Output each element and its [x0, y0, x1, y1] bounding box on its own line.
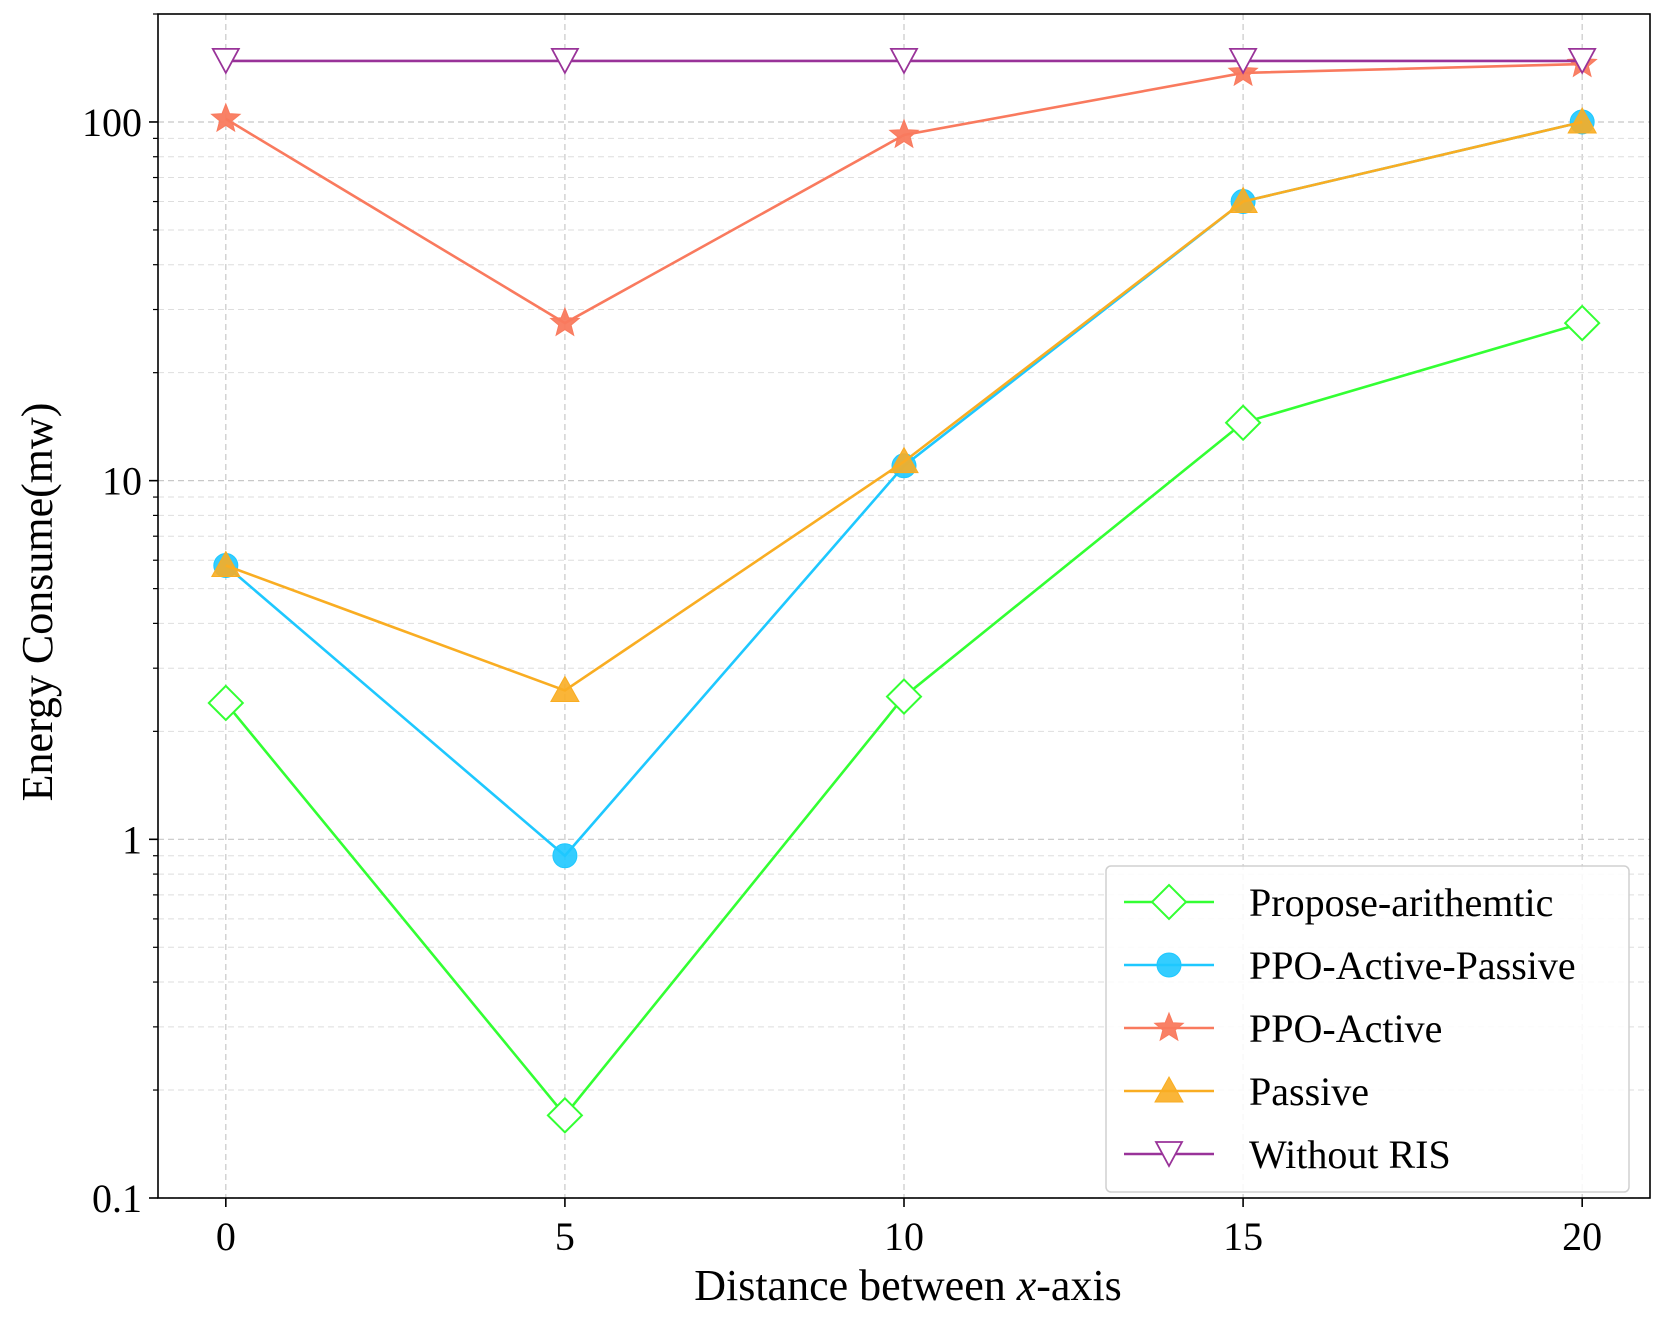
data-point — [1228, 186, 1258, 214]
data-point — [888, 118, 920, 149]
x-tick-label: 20 — [1562, 1214, 1602, 1259]
x-tick-label: 15 — [1223, 1214, 1263, 1259]
data-point — [211, 48, 241, 75]
legend-item: PPO-Active-Passive — [1124, 943, 1576, 988]
data-point — [210, 102, 242, 133]
axis-ticks: 0 5 10 15 20 0.1 1 10 100 — [82, 13, 1602, 1259]
legend-marker — [1156, 952, 1182, 978]
series-group — [207, 47, 1601, 1134]
legend-item: Without RIS — [1124, 1132, 1451, 1177]
grid — [158, 13, 1650, 1199]
series-propose-arithemtic — [207, 304, 1601, 1134]
x-tick-label: 5 — [555, 1214, 575, 1259]
legend-item: Passive — [1124, 1069, 1369, 1114]
data-point — [549, 306, 581, 337]
y-tick-label: 1 — [122, 817, 142, 862]
legend-label: PPO-Active-Passive — [1249, 943, 1576, 988]
legend: Propose-arithemtic PPO-Active-Passive PPO-… — [1105, 865, 1630, 1193]
legend-marker — [1154, 1141, 1184, 1168]
legend-item: Propose-arithemtic — [1124, 880, 1553, 925]
legend-box — [1105, 865, 1630, 1193]
legend-marker — [1150, 883, 1188, 921]
data-point — [885, 678, 923, 716]
y-tick-label: 0.1 — [92, 1176, 142, 1221]
legend-item: PPO-Active — [1124, 1006, 1442, 1051]
data-point — [1224, 404, 1262, 442]
data-point — [550, 48, 580, 75]
data-point — [1567, 106, 1598, 134]
data-point — [550, 675, 580, 702]
legend-marker — [1154, 1075, 1184, 1103]
data-point — [552, 843, 578, 869]
x-tick-label: 0 — [216, 1214, 236, 1259]
legend-label: Propose-arithemtic — [1249, 880, 1553, 925]
data-point — [1228, 48, 1258, 75]
data-point — [1563, 304, 1601, 342]
data-point — [1567, 48, 1597, 75]
data-point — [210, 550, 241, 578]
legend-label: PPO-Active — [1249, 1006, 1442, 1051]
x-axis-label: Distance between x-axis — [694, 1261, 1122, 1310]
legend-label: Passive — [1249, 1069, 1369, 1114]
legend-marker — [1153, 1011, 1185, 1042]
data-point — [889, 48, 919, 75]
series-ppo-active — [210, 47, 1598, 337]
data-point — [546, 1096, 584, 1134]
legend-label: Without RIS — [1249, 1132, 1451, 1177]
data-point — [889, 446, 919, 474]
y-tick-label: 10 — [102, 459, 142, 504]
data-point — [207, 684, 245, 722]
y-axis-label: Energy Consume(mw) — [13, 403, 62, 802]
y-tick-label: 100 — [82, 100, 142, 145]
series-passive — [210, 106, 1598, 702]
series-without-ris — [211, 48, 1597, 75]
x-tick-label: 10 — [884, 1214, 924, 1259]
